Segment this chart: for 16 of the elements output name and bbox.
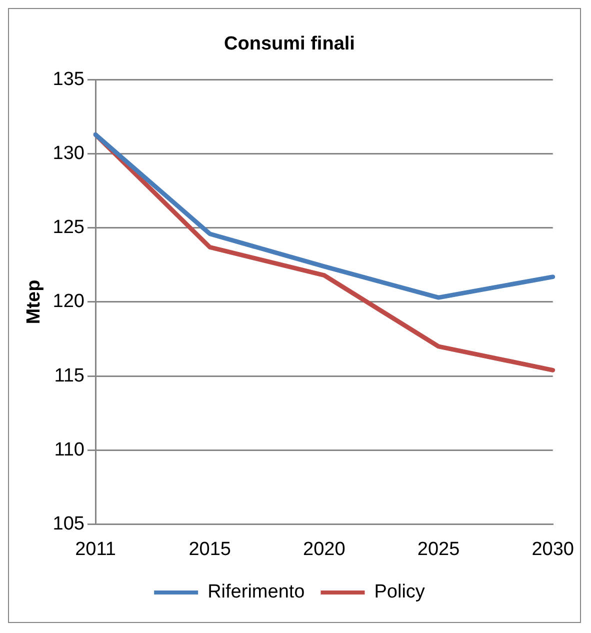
y-tick-label: 115 [54, 365, 84, 386]
y-tick-label: 120 [52, 291, 84, 312]
legend-label: Riferimento [208, 582, 305, 603]
y-tick-label: 105 [52, 513, 84, 534]
x-tick-label: 2011 [75, 538, 116, 560]
y-tick-label: 125 [52, 217, 84, 238]
x-tick-label: 2020 [303, 538, 346, 560]
legend-label: Policy [374, 582, 426, 603]
y-axis-title: Mtep [24, 280, 45, 324]
x-tick-label: 2025 [417, 538, 460, 560]
x-tick-label: 2015 [188, 538, 231, 560]
x-tick-label: 2030 [532, 538, 574, 560]
y-tick-label: 130 [52, 143, 84, 164]
y-tick-label: 110 [54, 439, 84, 460]
y-tick-label: 135 [52, 69, 84, 90]
chart-title: Consumi finali [224, 34, 355, 55]
